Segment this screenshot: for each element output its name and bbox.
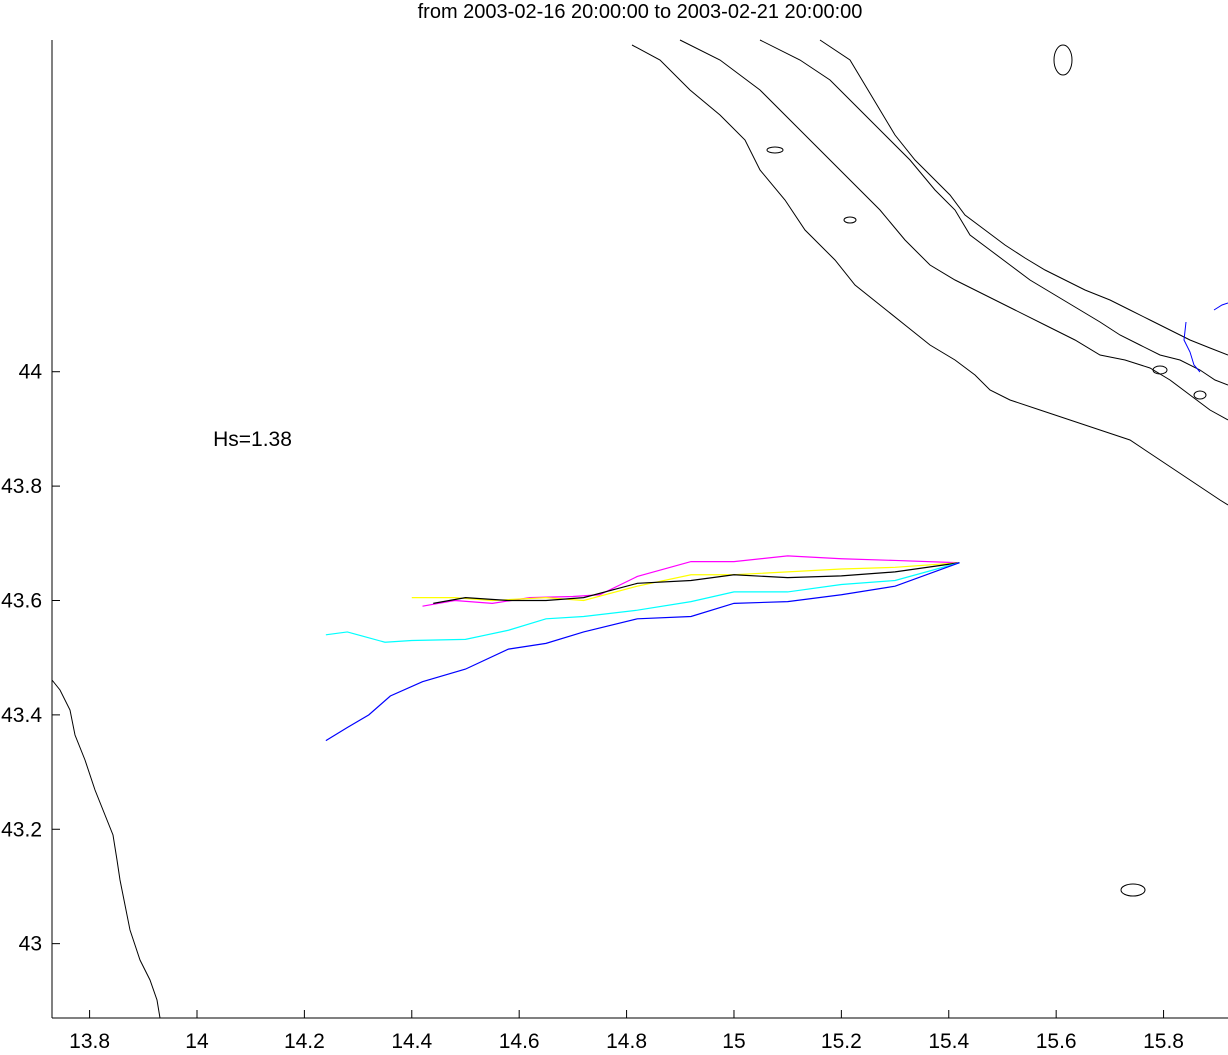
- y-tick-label: 43.4: [1, 704, 42, 727]
- trajectory-blue: [325, 562, 960, 742]
- x-tick-label: 14.2: [284, 1030, 325, 1053]
- y-tick-label: 44: [19, 361, 43, 384]
- trajectory-cyan: [325, 562, 960, 643]
- x-tick-label: 15.6: [1036, 1030, 1077, 1053]
- x-tick-label: 13.8: [69, 1030, 110, 1053]
- chart-title: from 2003-02-16 20:00:00 to 2003-02-21 2…: [418, 1, 863, 23]
- x-tick-label: 14: [185, 1030, 209, 1053]
- trajectory-series: [325, 555, 960, 742]
- x-tick-label: 15: [722, 1030, 745, 1053]
- x-tick-label: 15.4: [928, 1030, 969, 1053]
- y-tick-label: 43.2: [1, 818, 42, 841]
- coastline-left: [51, 679, 161, 1019]
- blue-coast-fragment: [1183, 321, 1201, 373]
- x-tick-label: 14.8: [606, 1030, 647, 1053]
- x-tick-label: 15.8: [1143, 1030, 1184, 1053]
- y-tick-label: 43: [19, 933, 42, 956]
- y-tick-label: 43.8: [1, 475, 42, 498]
- trajectory-yellow: [411, 562, 960, 602]
- x-tick-label: 14.4: [391, 1030, 432, 1053]
- axis-ticks: 13.8 14 14.2 14.4 14.6 14.8 15 15.2 15.4 15.6 15.8…: [1, 361, 1184, 1053]
- coastline-right: [631, 39, 1228, 897]
- x-tick-label: 14.6: [499, 1030, 540, 1053]
- hs-annotation: Hs=1.38: [213, 428, 292, 451]
- blue-coast-fragment-2: [1213, 302, 1228, 311]
- x-tick-label: 15.2: [821, 1030, 862, 1053]
- y-tick-label: 43.6: [1, 589, 42, 612]
- trajectory-black: [433, 562, 960, 604]
- trajectory-magenta: [422, 555, 960, 607]
